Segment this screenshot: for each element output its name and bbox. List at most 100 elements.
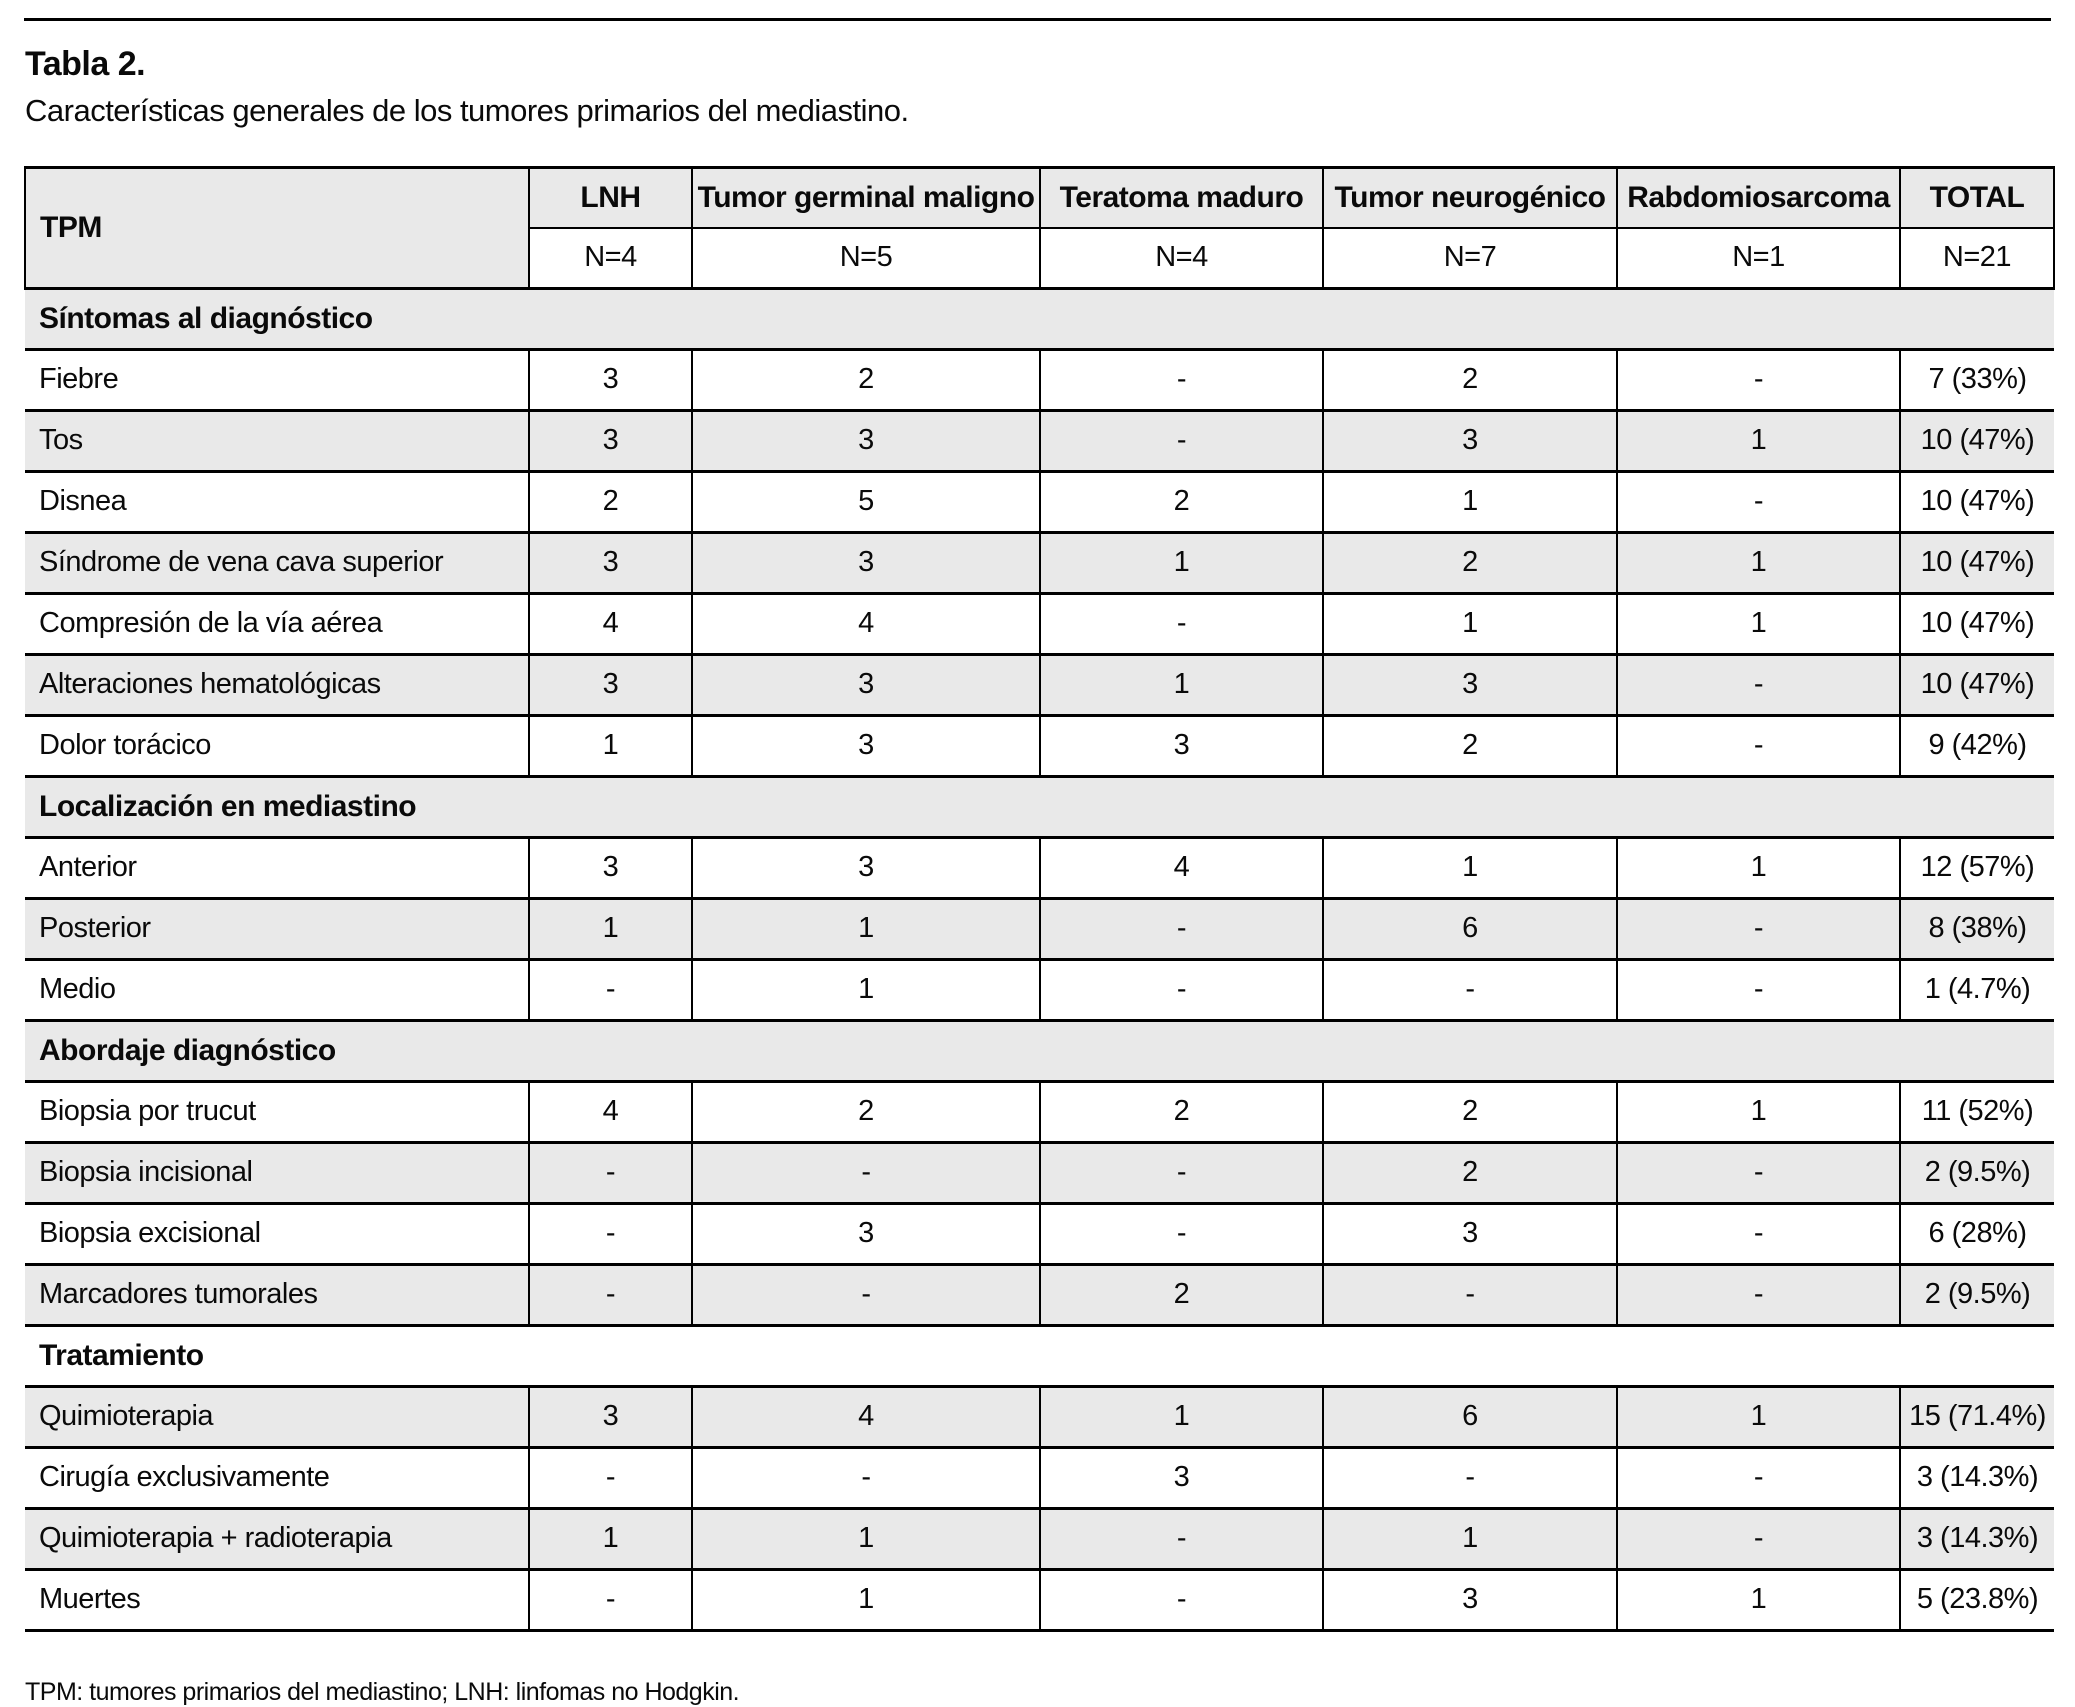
value-cell: - [1616,715,1900,777]
value-cell: - [1616,1264,1900,1326]
table-row: Compresión de la vía aérea 4 4-1 1 10 (47%) [25,593,2054,655]
value-cell: - [1039,959,1323,1021]
value-cell: 6 (28%) [1899,1203,2054,1265]
row-label: Muertes [39,1583,141,1616]
table-row: Alteraciones hematológicas 3 3 1 3-10 (47%) [25,654,2054,716]
table-title: Tabla 2. [25,45,146,83]
section-header: Síntomas al diagnóstico [39,301,373,335]
value-cell: 2 (9.5%) [1899,1264,2054,1326]
value-cell: 11 (52%) [1899,1081,2054,1143]
value-cell: - [528,1203,692,1265]
value-cell: 1 (4.7%) [1899,959,2054,1021]
section-header: Tratamiento [39,1338,204,1372]
value-cell: - [1616,471,1900,533]
row-label: Medio [39,973,116,1006]
value-cell: - [1039,593,1323,655]
column-header: TOTAL [1899,167,2055,228]
row-label: Quimioterapia + radioterapia [39,1522,392,1555]
value-cell: 2 [1322,532,1617,594]
value-cell: 3 [1322,654,1617,716]
value-cell: 3 [1039,1447,1323,1509]
page-top-rule [24,18,2051,21]
value-cell: - [1322,1264,1617,1326]
value-cell: 3 [528,654,692,716]
value-cell: - [1039,349,1323,411]
value-cell: 1 [528,715,692,777]
value-cell: - [1039,1142,1323,1204]
row-label: Síndrome de vena cava superior [39,546,444,579]
value-cell: 2 [1039,1264,1323,1326]
value-cell: 3 (14.3%) [1899,1508,2054,1570]
section-header: Localización en mediastino [39,789,417,823]
value-cell: 3 [691,715,1040,777]
table-row: Síndrome de vena cava superior 3 3 1 2 1 10 (4… [25,532,2054,594]
value-cell: 3 [528,837,692,899]
value-cell: - [528,1447,692,1509]
value-cell: 3 [691,410,1040,472]
value-cell: 10 (47%) [1899,410,2054,472]
value-cell: 8 (38%) [1899,898,2054,960]
table-caption: Características generales de los tumores… [25,93,909,129]
table-row: Síntomas al diagnóstico [25,288,2054,350]
value-cell: 1 [528,898,692,960]
table-row: Biopsia por trucut 4 2 2 2 1 11 (52%) [25,1081,2054,1143]
value-cell: 2 [1322,715,1617,777]
table-row: Quimioterapia + radioterapia 1 1-1-3 (14.3… [25,1508,2054,1570]
value-cell: 1 [1322,1508,1617,1570]
value-cell: 1 [528,1508,692,1570]
table-row: Tos 3 3-3 1 10 (47%) [25,410,2054,472]
row-header-tpm: TPM [24,167,529,289]
table-row: Anterior 3 3 4 1 1 12 (57%) [25,837,2054,899]
value-cell: 3 [528,349,692,411]
value-cell: 1 [1616,1081,1900,1143]
value-cell: 1 [1039,532,1323,594]
table-row: Cirugía exclusivamente - -3- -3 (14.3%) [25,1447,2054,1509]
column-n-count: N=7 [1322,227,1617,289]
value-cell: 10 (47%) [1899,532,2054,594]
column-header: Tumor germinal maligno [691,167,1040,228]
table-row: Abordaje diagnóstico [25,1020,2054,1082]
value-cell: 2 [691,1081,1040,1143]
row-label: Posterior [39,912,151,945]
value-cell: 1 [1616,837,1900,899]
value-cell: - [1616,959,1900,1021]
row-label: Fiebre [39,363,119,396]
value-cell: 1 [691,1569,1040,1631]
value-cell: 3 (14.3%) [1899,1447,2054,1509]
column-n-count: N=5 [691,227,1040,289]
value-cell: - [1616,1142,1900,1204]
value-cell: 7 (33%) [1899,349,2054,411]
value-cell: 1 [1322,471,1617,533]
column-header: Rabdomiosarcoma [1616,167,1900,228]
value-cell: - [1039,1569,1323,1631]
value-cell: 3 [528,410,692,472]
column-header: Teratoma maduro [1039,167,1323,228]
table-row: N=4 N=5 N=4 N=7 N=1 N=21 [25,227,2055,289]
table-row: Biopsia excisional -3-3-6 (28%) [25,1203,2054,1265]
value-cell: 4 [691,1386,1040,1448]
table-row: Fiebre 3 2-2-7 (33%) [25,349,2054,411]
value-cell: - [1322,1447,1617,1509]
value-cell: 2 [1039,471,1323,533]
column-n-count: N=1 [1616,227,1900,289]
value-cell: 15 (71.4%) [1899,1386,2054,1448]
row-label: Marcadores tumorales [39,1278,318,1311]
row-label: Disnea [39,485,127,518]
value-cell: 3 [528,1386,692,1448]
value-cell: - [528,959,692,1021]
value-cell: 2 (9.5%) [1899,1142,2054,1204]
table-row: Posterior 1 1-6-8 (38%) [25,898,2054,960]
value-cell: - [1616,654,1900,716]
value-cell: - [528,1264,692,1326]
value-cell: - [1039,1508,1323,1570]
value-cell: - [1616,349,1900,411]
table-row: Tratamiento [25,1325,2054,1387]
value-cell: - [1039,1203,1323,1265]
value-cell: 4 [528,593,692,655]
value-cell: - [1616,1508,1900,1570]
value-cell: 1 [1616,532,1900,594]
value-cell: - [1616,1447,1900,1509]
article-page: Tabla 2. Características generales de lo… [0,18,2075,1707]
table-row: Biopsia incisional - - -2-2 (9.5%) [25,1142,2054,1204]
column-n-count: N=4 [528,227,692,289]
